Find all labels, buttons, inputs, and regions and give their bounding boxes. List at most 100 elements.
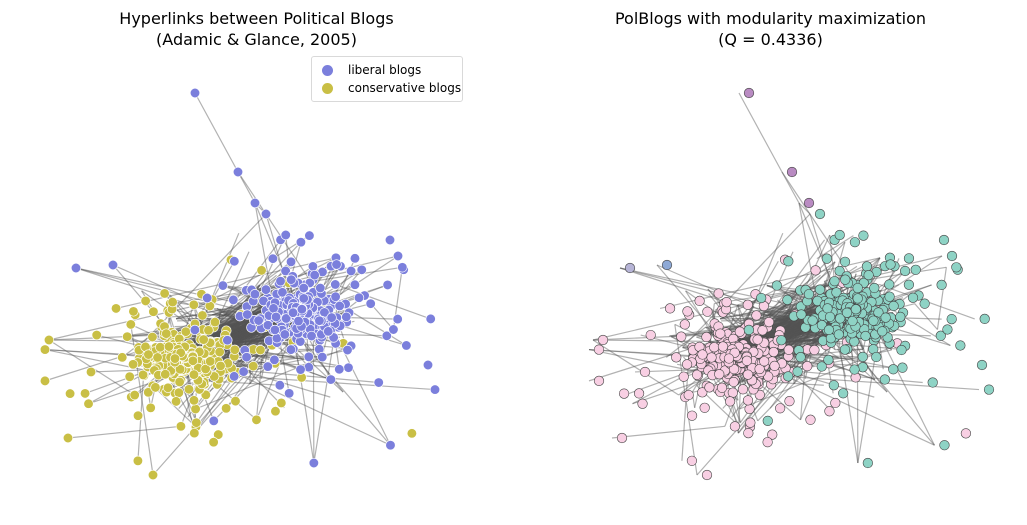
blog-node (429, 384, 441, 395)
blog-node (860, 330, 871, 342)
legend-item-conservative: conservative blogs (322, 80, 461, 96)
blog-node (725, 396, 736, 407)
blog-node (137, 369, 149, 380)
blog-node (125, 319, 136, 330)
blog-node (803, 289, 815, 300)
blog-node (183, 384, 195, 395)
right-panel: PolBlogs with modularity maximization (Q… (514, 0, 1027, 525)
blog-node (152, 352, 163, 363)
edge (799, 327, 810, 420)
blog-node (782, 294, 793, 305)
blog-node (229, 256, 240, 267)
blog-node (857, 351, 868, 362)
blog-node (124, 371, 135, 382)
blog-node (728, 376, 739, 388)
blog-node (756, 292, 767, 304)
edge (231, 352, 285, 409)
blog-node (824, 406, 835, 417)
blog-node (833, 329, 844, 340)
blog-node (422, 359, 434, 371)
blog-node (828, 380, 839, 391)
blog-node (197, 310, 208, 321)
blog-node (664, 303, 676, 314)
blog-node (897, 362, 908, 373)
blog-node (140, 295, 151, 307)
blog-node (802, 361, 813, 372)
blog-node (713, 288, 724, 299)
edge (611, 425, 725, 439)
blog-node (807, 315, 818, 326)
edge (592, 339, 680, 396)
blog-node (895, 311, 906, 322)
blog-node (330, 279, 341, 290)
blog-node (325, 374, 337, 385)
blog-node (277, 287, 288, 298)
blog-node (91, 329, 102, 341)
blog-node (388, 324, 399, 335)
blog-node (270, 311, 282, 323)
blog-node (838, 388, 849, 399)
blog-node (202, 292, 213, 304)
blog-node (701, 469, 713, 481)
blog-node (727, 387, 738, 398)
blog-node (839, 256, 851, 267)
blog-node (268, 303, 279, 314)
blog-node (256, 265, 267, 276)
blog-node (809, 344, 820, 356)
blog-node (805, 414, 816, 425)
blog-node (639, 366, 651, 378)
blog-node (742, 395, 754, 406)
blog-node (188, 395, 200, 406)
blog-node (771, 280, 782, 291)
right-network-graph (588, 87, 995, 481)
blog-node (899, 265, 911, 277)
blog-node (230, 395, 241, 407)
blog-node (303, 351, 314, 362)
edge-group (44, 92, 436, 476)
edge (715, 308, 838, 343)
edge (335, 283, 431, 320)
blog-node (762, 437, 773, 448)
legend-label-liberal: liberal blogs (348, 63, 422, 77)
blog-node (976, 359, 988, 371)
edge (619, 267, 831, 314)
blog-node (267, 253, 279, 264)
edge (197, 379, 280, 386)
edge (370, 303, 394, 330)
blog-node (107, 259, 119, 271)
blog-node (342, 344, 353, 356)
blog-node (200, 363, 211, 375)
blog-node (83, 398, 94, 409)
blog-node (593, 344, 605, 355)
blog-node (117, 352, 128, 363)
blog-node (241, 351, 252, 363)
blog-node (406, 428, 418, 439)
edge (255, 327, 266, 420)
blog-node (208, 415, 219, 426)
blog-node (161, 328, 172, 339)
blog-node (269, 354, 280, 365)
blog-node (162, 382, 174, 393)
blog-node (132, 455, 144, 466)
blog-node (814, 208, 826, 220)
blog-node (852, 293, 863, 304)
left-title-line1: Hyperlinks between Political Blogs (119, 9, 394, 28)
blog-node (637, 398, 648, 409)
blog-node (888, 300, 899, 312)
blog-node (143, 349, 154, 360)
blog-node (334, 300, 345, 312)
blog-node (353, 292, 365, 303)
edge (216, 308, 295, 359)
blog-node (382, 279, 393, 291)
edge (175, 270, 268, 320)
blog-node (170, 396, 182, 407)
blog-node (147, 331, 158, 343)
blog-node (213, 429, 224, 440)
blog-node (62, 432, 74, 444)
blog-node (296, 304, 308, 315)
blog-node (697, 349, 708, 360)
blog-node (285, 344, 297, 355)
blog-node (209, 316, 221, 328)
blog-node (70, 262, 82, 274)
blog-node (682, 306, 693, 317)
